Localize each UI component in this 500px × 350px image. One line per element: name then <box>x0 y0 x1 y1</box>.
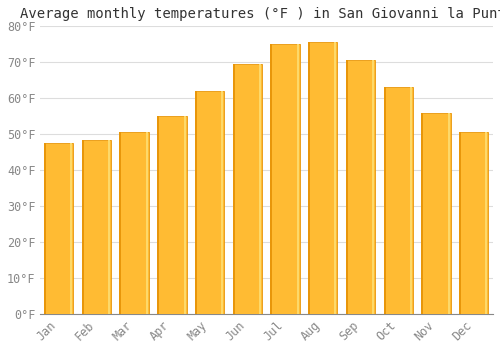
Bar <box>270 44 272 314</box>
Bar <box>448 113 450 314</box>
Bar <box>45 143 74 314</box>
Bar <box>296 44 298 314</box>
Bar <box>272 44 299 314</box>
Bar <box>308 42 310 314</box>
Bar <box>184 116 186 314</box>
Bar <box>259 64 261 314</box>
Bar <box>384 88 386 314</box>
Title: Average monthly temperatures (°F ) in San Giovanni la Punta: Average monthly temperatures (°F ) in Sa… <box>20 7 500 21</box>
Bar <box>384 88 413 314</box>
Bar <box>44 143 46 314</box>
Bar <box>108 140 110 314</box>
Bar <box>82 140 84 314</box>
Bar <box>120 132 122 314</box>
Bar <box>486 132 488 314</box>
Bar <box>83 140 111 314</box>
Bar <box>146 132 148 314</box>
Bar <box>70 143 72 314</box>
Bar <box>196 91 224 314</box>
Bar <box>195 91 197 314</box>
Bar <box>410 88 412 314</box>
Bar <box>309 42 338 314</box>
Bar <box>234 64 262 314</box>
Bar <box>157 116 159 314</box>
Bar <box>347 61 375 314</box>
Bar <box>459 132 461 314</box>
Bar <box>334 42 336 314</box>
Bar <box>422 113 424 314</box>
Bar <box>346 61 348 314</box>
Bar <box>120 132 149 314</box>
Bar <box>232 64 234 314</box>
Bar <box>460 132 488 314</box>
Bar <box>372 61 374 314</box>
Bar <box>158 116 186 314</box>
Bar <box>422 113 450 314</box>
Bar <box>222 91 223 314</box>
